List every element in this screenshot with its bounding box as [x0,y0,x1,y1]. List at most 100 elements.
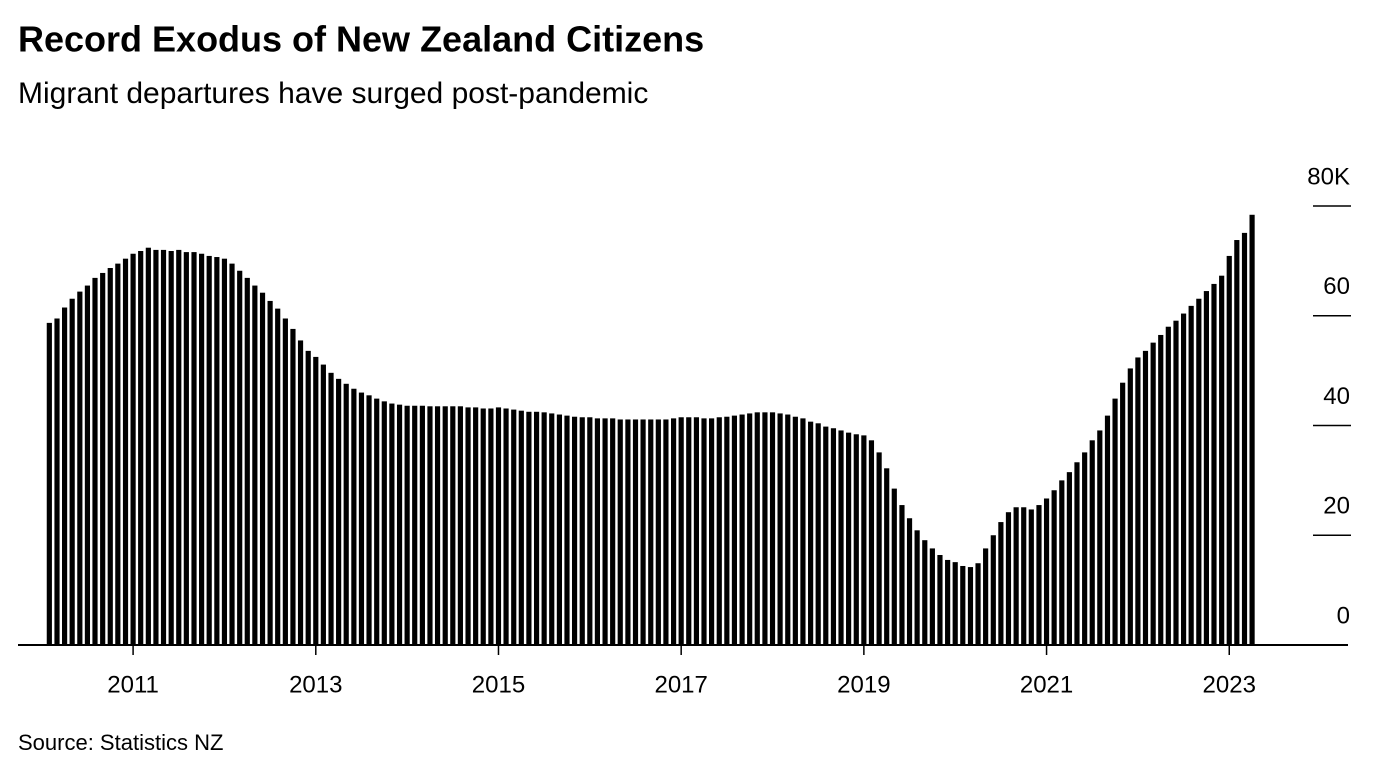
bar [381,401,387,645]
bar [465,407,471,645]
bar [214,257,220,645]
bar [84,285,91,645]
bar [610,418,616,645]
bar [731,415,738,645]
bar [838,430,844,645]
bar [153,249,159,645]
bar [259,292,266,645]
bar [1043,498,1050,645]
bar [199,253,205,645]
bar [221,258,228,645]
bar [145,247,151,645]
bar [663,419,669,645]
bar [138,250,144,645]
bar [168,250,174,645]
bar [830,428,837,645]
bar [1234,240,1240,645]
bar [122,258,129,645]
bar [640,419,646,645]
bar [320,364,326,645]
bar [1196,298,1202,645]
bar [130,253,136,645]
bar [594,418,600,645]
bar [632,419,639,645]
bar [861,435,867,645]
bar [366,395,372,645]
bar [358,392,365,645]
bar [46,322,52,645]
bar [526,411,532,645]
bar [457,406,463,645]
bar [404,405,410,645]
chart-title: Record Exodus of New Zealand Citizens [18,19,704,60]
bar [244,277,250,645]
bar [625,419,631,645]
bar [442,406,448,645]
bar [92,277,98,645]
bar [176,249,182,645]
bar [724,416,730,645]
bar [876,452,882,645]
x-tick-label: 2015 [472,671,525,698]
bar [374,398,380,645]
bar [762,412,768,645]
bar [1112,398,1118,645]
bar [891,488,897,645]
bar [800,418,806,645]
bar [1180,313,1187,645]
bar [282,318,288,645]
bar [785,414,791,645]
bar [945,559,951,645]
bar [998,522,1004,645]
bar [693,417,700,645]
bar [100,272,106,645]
bar [579,417,585,645]
y-tick-label: 0 [1337,602,1350,629]
x-tick-label: 2013 [289,671,342,698]
bar [792,416,798,645]
bar [511,409,517,645]
bar [960,565,966,645]
bar [351,388,357,645]
bar [191,252,197,645]
x-tick-label: 2017 [654,671,707,698]
bar [846,432,852,645]
bar [267,300,273,645]
bar [1241,232,1248,646]
bar [183,252,189,645]
bar [1074,462,1080,645]
bar [1104,415,1111,645]
chart-subtitle: Migrant departures have surged post-pand… [18,77,648,110]
x-tick-label: 2021 [1020,671,1073,698]
bar [160,249,167,645]
bar [115,263,121,645]
bar [336,378,342,645]
bar [488,408,494,645]
bar [1021,507,1027,645]
bar [396,404,403,645]
bar [549,413,555,645]
bar [709,418,715,645]
bar [655,419,661,645]
bar [290,328,296,645]
bar [1249,214,1255,645]
bar [1127,368,1133,645]
bar [389,403,395,645]
bar [937,555,943,645]
bar [602,418,608,645]
bar [754,412,760,645]
bar [884,468,890,645]
bar [533,411,540,645]
bar [1089,440,1095,645]
bar [343,383,349,645]
bar [328,372,334,645]
bar [571,416,578,645]
bar [906,518,913,645]
bar [587,417,593,645]
bar [77,291,83,645]
bar [1165,326,1171,645]
bar [747,413,753,645]
bar [1013,507,1019,645]
bar [990,535,996,645]
